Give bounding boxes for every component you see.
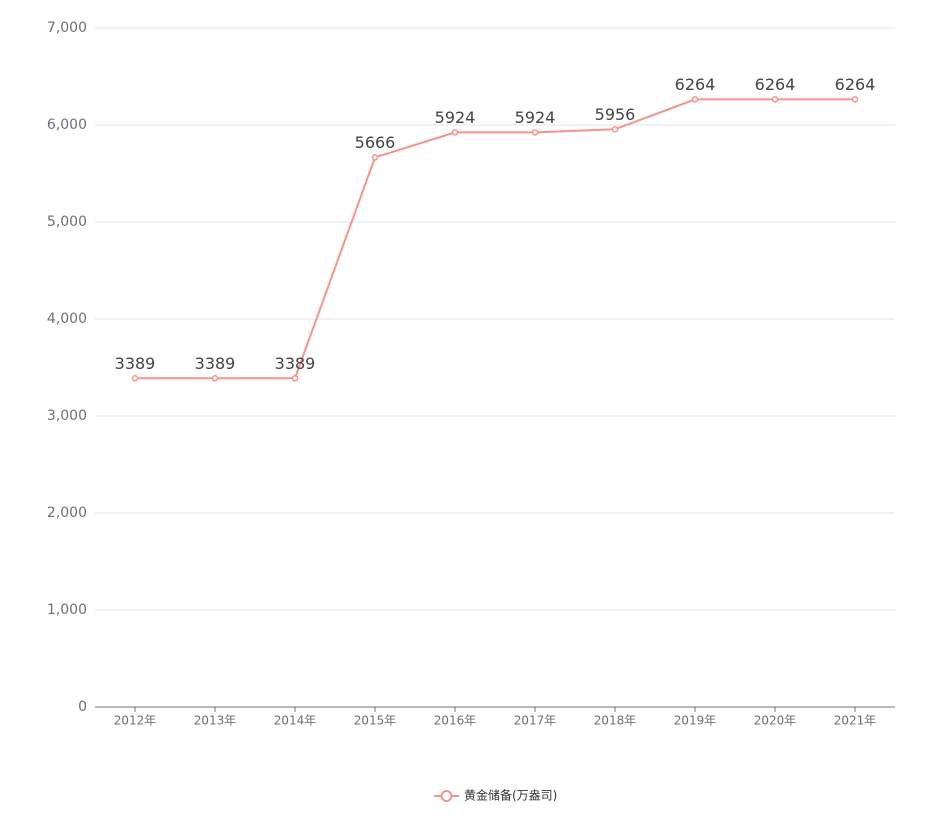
data-label: 5924	[515, 108, 556, 127]
x-tick-label: 2017年	[514, 714, 557, 728]
y-tick-label: 1,000	[47, 602, 87, 618]
legend-label: 黄金储备(万盎司)	[464, 788, 557, 803]
x-tick-label: 2012年	[114, 714, 157, 728]
data-label: 3389	[195, 354, 236, 373]
data-label: 5924	[435, 108, 476, 127]
data-point	[771, 96, 779, 103]
data-point	[291, 375, 299, 382]
series-line	[135, 98, 855, 380]
x-tick-label: 2013年	[194, 714, 237, 728]
y-tick-label: 2,000	[47, 505, 87, 521]
data-point	[691, 96, 699, 103]
y-tick-label: 0	[78, 699, 87, 715]
legend-icon-marker	[440, 790, 453, 802]
data-point	[531, 129, 539, 136]
data-label: 6264	[835, 75, 876, 94]
data-label: 5956	[595, 105, 636, 124]
x-tick-label: 2014年	[274, 714, 317, 728]
data-point	[371, 154, 379, 161]
data-point	[851, 96, 859, 103]
y-tick-label: 6,000	[47, 117, 87, 133]
data-point	[451, 129, 459, 136]
x-tick-label: 2021年	[834, 714, 877, 728]
y-tick-label: 4,000	[47, 311, 87, 327]
data-label: 3389	[115, 354, 156, 373]
x-tick-label: 2016年	[434, 714, 477, 728]
data-point	[131, 375, 139, 382]
y-tick-label: 7,000	[47, 20, 87, 36]
x-tick-label: 2020年	[754, 714, 797, 728]
x-tick-label: 2018年	[594, 714, 637, 728]
data-point	[611, 126, 619, 133]
data-point	[211, 375, 219, 382]
data-label: 5666	[355, 133, 396, 152]
y-tick-label: 5,000	[47, 214, 87, 230]
x-tick-label: 2015年	[354, 714, 397, 728]
data-label: 6264	[675, 75, 716, 94]
y-tick-label: 3,000	[47, 408, 87, 424]
data-label: 6264	[755, 75, 796, 94]
data-label: 3389	[275, 354, 316, 373]
x-tick-label: 2019年	[674, 714, 717, 728]
